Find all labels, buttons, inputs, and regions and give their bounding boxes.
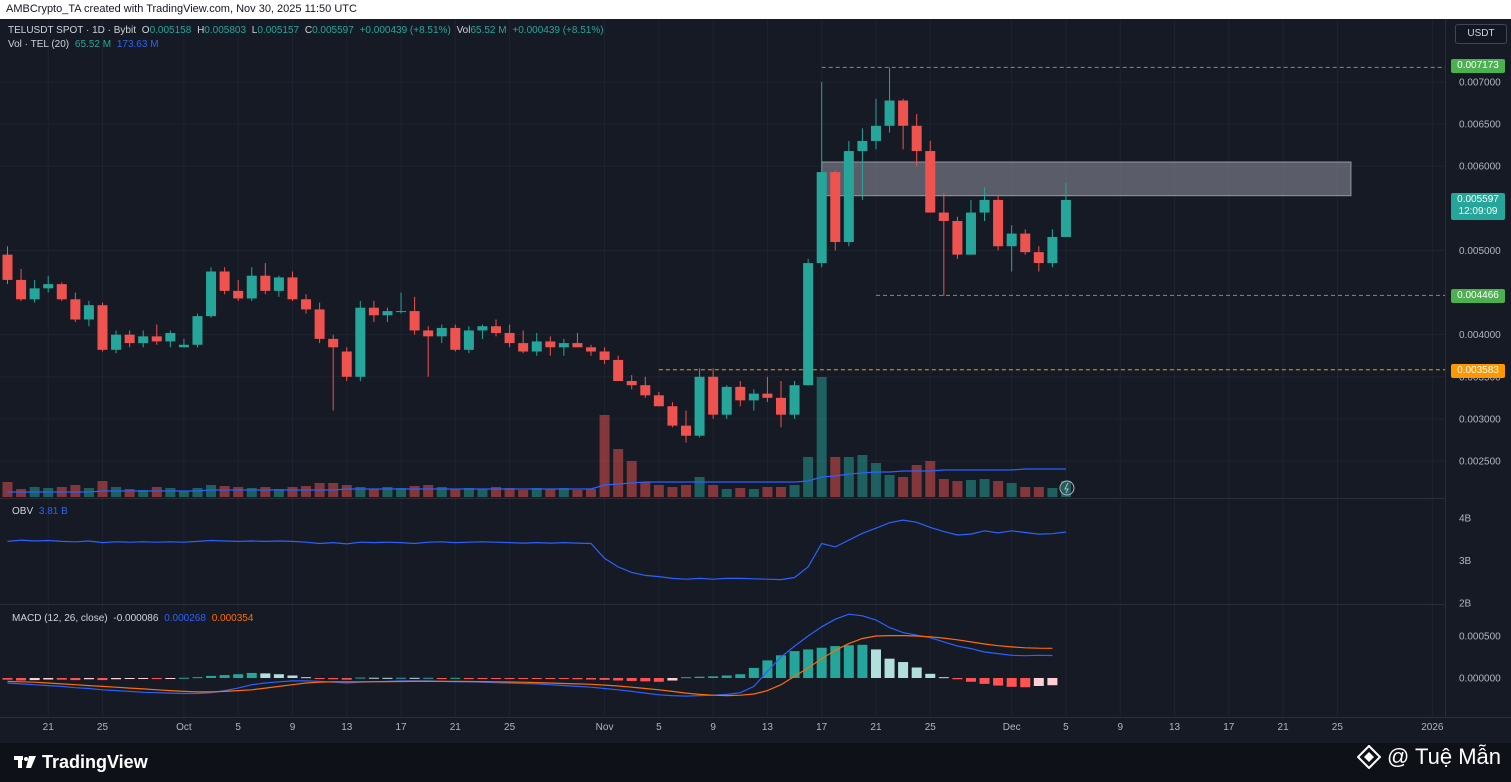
vol-value: 65.52 M	[470, 25, 507, 36]
tradingview-logo[interactable]: TradingView	[14, 752, 148, 773]
close-value: 0.005597	[312, 25, 354, 36]
price-tag-current: 0.005597 12:09:09	[1451, 193, 1505, 220]
macd-label[interactable]: MACD (12, 26, close)	[12, 613, 108, 624]
close-label: C	[304, 25, 313, 36]
main-legend: TELUSDT SPOT · 1D · Bybit O0.005158 H0.0…	[8, 25, 607, 36]
pane-divider-obv[interactable]	[0, 498, 1445, 499]
price-tag-high: 0.007173	[1451, 59, 1505, 73]
chart-caption-bar: AMBCrypto_TA created with TradingView.co…	[0, 0, 1511, 19]
chart-caption: AMBCrypto_TA created with TradingView.co…	[6, 3, 357, 15]
brand-name: TradingView	[42, 752, 148, 772]
volume-legend: Vol · TEL (20) 65.52 M 173.63 M	[8, 39, 162, 50]
high-value: 0.005803	[204, 25, 247, 36]
obv-legend: OBV 3.81 B	[12, 506, 71, 517]
open-value: 0.005158	[149, 25, 192, 36]
vol-label: Vol	[456, 25, 471, 36]
open-label: O	[141, 25, 150, 36]
vol-change-value: +0.000439 (+8.51%)	[512, 25, 604, 36]
price-axis-border	[1445, 19, 1446, 717]
current-price: 0.005597	[1457, 194, 1499, 205]
author-credit: @ Tuệ Mẫn	[1356, 744, 1501, 770]
high-label: H	[197, 25, 205, 36]
tradingview-logo-icon	[14, 755, 36, 768]
currency-button[interactable]: USDT	[1455, 24, 1507, 44]
author-name: @ Tuệ Mẫn	[1386, 744, 1501, 769]
price-tag-support: 0.003583	[1451, 364, 1505, 378]
volume-ma-value: 173.63 M	[116, 39, 159, 50]
time-axis-border	[0, 717, 1511, 718]
low-value: 0.005157	[257, 25, 300, 36]
obv-value: 3.81 B	[38, 506, 68, 517]
chart-area[interactable]	[0, 19, 1511, 743]
diamond-logo-icon	[1356, 745, 1381, 769]
macd-legend: MACD (12, 26, close) -0.000086 0.000268 …	[12, 613, 256, 624]
change-value: +0.000439 (+8.51%)	[359, 25, 451, 36]
pane-divider-macd[interactable]	[0, 604, 1445, 605]
bar-countdown: 12:09:09	[1458, 206, 1498, 217]
macd-line-value: 0.000268	[164, 613, 206, 624]
price-tag-low: 0.004466	[1451, 289, 1505, 303]
macd-signal-value: 0.000354	[211, 613, 254, 624]
symbol-title[interactable]: TELUSDT SPOT · 1D · Bybit	[8, 25, 136, 36]
footer-bar	[0, 743, 1511, 782]
low-label: L	[251, 25, 258, 36]
volume-indicator-value: 65.52 M	[74, 39, 112, 50]
macd-hist-value: -0.000086	[113, 613, 159, 624]
volume-indicator-label[interactable]: Vol · TEL (20)	[8, 39, 70, 50]
obv-label[interactable]: OBV	[12, 506, 34, 517]
